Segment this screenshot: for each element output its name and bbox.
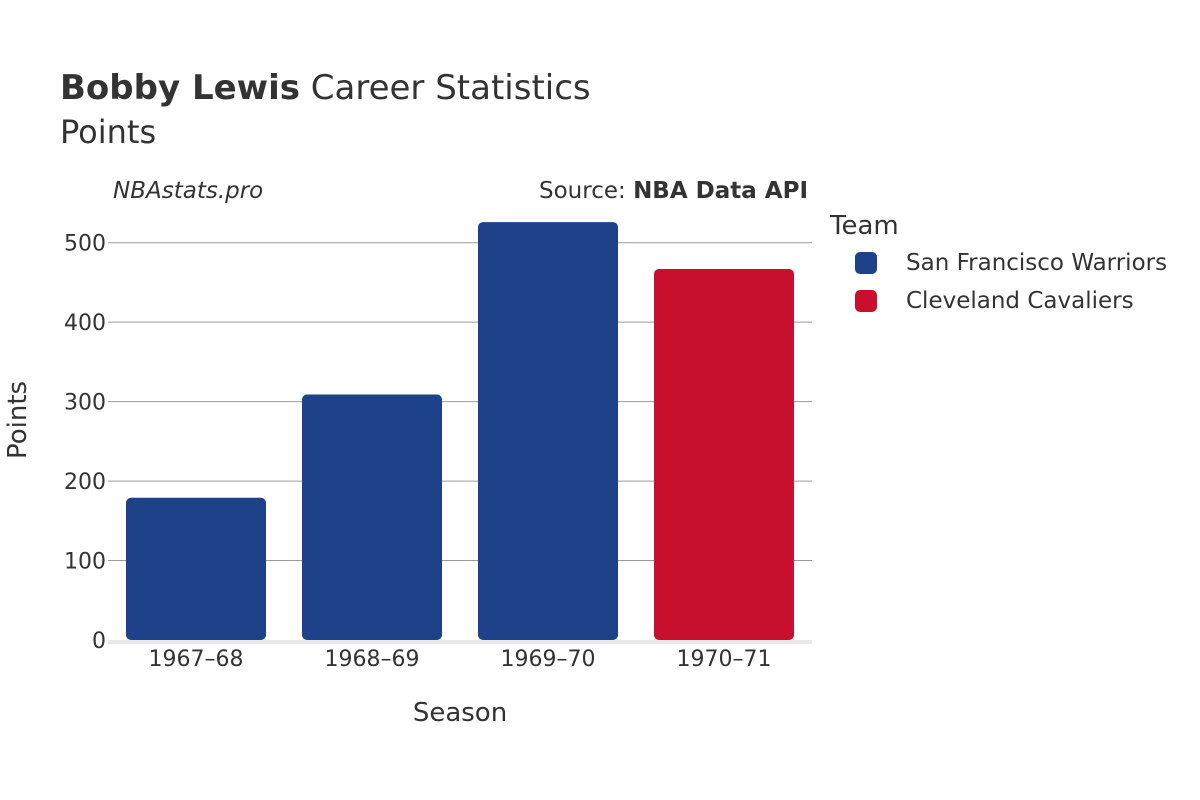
source-prefix: Source: <box>539 178 634 204</box>
y-tick-label: 200 <box>64 470 106 495</box>
legend: Team San Francisco Warriors Cleveland Ca… <box>830 208 1167 320</box>
legend-swatch-warriors <box>855 252 877 274</box>
legend-title: Team <box>830 211 899 241</box>
legend-item-cavaliers[interactable]: Cleveland Cavaliers <box>855 282 1167 320</box>
y-tick-label: 500 <box>64 232 106 257</box>
x-tick-label: 1967–68 <box>149 647 244 672</box>
y-tick-label: 400 <box>64 311 106 336</box>
x-axis-baseline <box>108 640 812 644</box>
x-tick-label: 1970–71 <box>677 647 772 672</box>
source-name: NBA Data API <box>633 178 808 204</box>
y-tick-label: 100 <box>64 550 106 575</box>
legend-label-warriors: San Francisco Warriors <box>906 250 1168 276</box>
chart-title: Bobby Lewis Career Statistics <box>60 68 591 108</box>
y-tick-labels: 0 100 200 300 400 500 <box>64 232 106 654</box>
x-axis-label: Season <box>413 698 507 728</box>
bars <box>126 222 794 640</box>
bar-1968–69[interactable] <box>302 394 442 640</box>
legend-item-warriors[interactable]: San Francisco Warriors <box>855 244 1167 282</box>
chart-subtitle: Points <box>60 113 157 151</box>
bar-1969–70[interactable] <box>478 222 618 640</box>
watermark: NBAstats.pro <box>113 178 264 204</box>
legend-label-cavaliers: Cleveland Cavaliers <box>906 288 1134 314</box>
y-tick-label: 300 <box>64 391 106 416</box>
y-tick-label: 0 <box>92 629 106 654</box>
bar-1970–71[interactable] <box>654 268 794 640</box>
x-tick-label: 1969–70 <box>501 647 596 672</box>
legend-swatch-cavaliers <box>855 290 877 312</box>
source-note: Source: NBA Data API <box>539 178 808 204</box>
title-suffix: Career Statistics <box>299 68 591 108</box>
y-axis-label: Points <box>3 381 33 459</box>
x-tick-labels: 1967–68 1968–69 1969–70 1970–71 <box>149 647 772 672</box>
x-tick-label: 1968–69 <box>325 647 420 672</box>
player-name: Bobby Lewis <box>60 68 300 108</box>
bar-1967–68[interactable] <box>126 497 266 640</box>
